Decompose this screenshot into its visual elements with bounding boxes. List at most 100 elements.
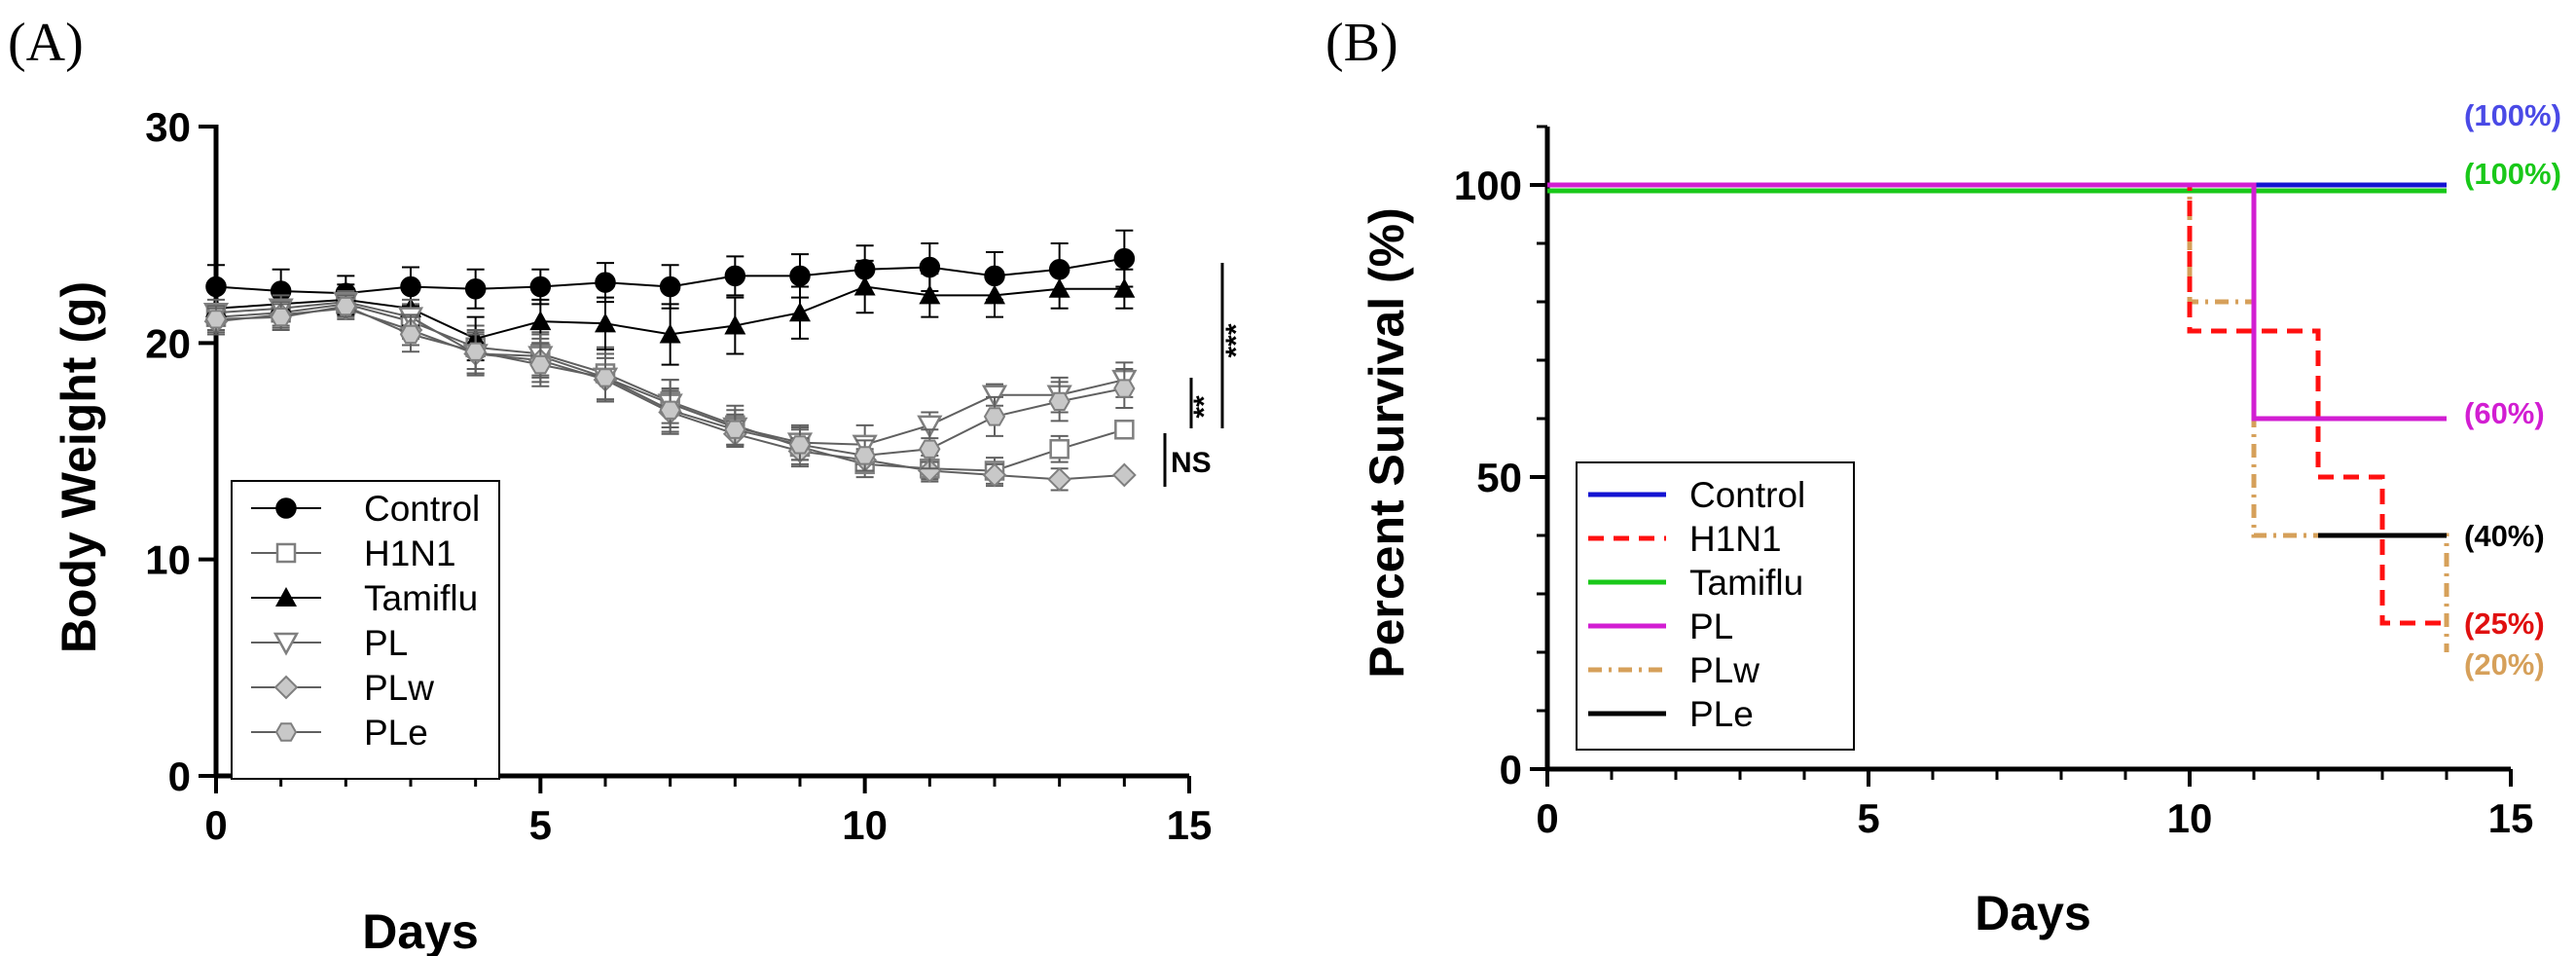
data-point xyxy=(204,310,228,329)
panel-a-label: (A) xyxy=(8,13,84,73)
panel-b-y-tick-label: 50 xyxy=(1476,455,1522,500)
data-point xyxy=(1114,420,1135,440)
data-point xyxy=(464,278,487,300)
data-point xyxy=(1049,439,1070,460)
panel-b-legend-box xyxy=(1576,461,1855,751)
data-point xyxy=(788,435,812,455)
data-point xyxy=(1048,391,1070,411)
end-label-pl: (60%) xyxy=(2464,396,2545,430)
panel-a: (A) 0 5 10 15 0 10 20 30 Body Weight (g) Days N… xyxy=(8,13,1252,956)
data-point xyxy=(659,323,681,344)
panel-a-y-tick-label: 20 xyxy=(145,320,191,366)
data-point xyxy=(594,368,617,387)
panel-b-x-tick-label: 15 xyxy=(2488,795,2534,841)
panel-b-series xyxy=(1547,182,2449,652)
panel-b-x-title: Days xyxy=(1975,886,2091,940)
panel-b-line-h1n1 xyxy=(1547,182,2447,626)
panel-a-y-tick-label: 0 xyxy=(168,754,191,799)
end-label-control: (100%) xyxy=(2464,98,2561,132)
legend-marker-control xyxy=(275,497,297,519)
legend-label-pl: PL xyxy=(364,623,408,663)
panel-a-significance: NS ** *** xyxy=(1163,263,1252,487)
data-point xyxy=(1113,247,1136,270)
data-point xyxy=(724,265,746,287)
panel-a-y-tick-label: 30 xyxy=(145,104,191,150)
legend-label-pl: PL xyxy=(1689,607,1733,646)
data-point xyxy=(399,324,422,345)
panel-a-legend-box xyxy=(231,480,500,780)
legend-label-tamiflu: Tamiflu xyxy=(364,578,478,618)
data-point xyxy=(335,296,357,316)
legend-marker-ple xyxy=(274,722,298,742)
end-label-tamiflu: (100%) xyxy=(2464,157,2561,191)
data-point xyxy=(1048,277,1070,298)
panel-b-x-tick-label: 10 xyxy=(2167,795,2213,841)
legend-marker-tamiflu xyxy=(275,587,297,607)
sig-label-ns: NS xyxy=(1171,447,1212,479)
data-point xyxy=(724,314,746,335)
panel-a-x-tick-label: 10 xyxy=(842,802,888,848)
panel-a-x-tick-label: 15 xyxy=(1167,802,1213,848)
panel-b-axes: 0 5 10 15 0 50 100 xyxy=(1454,125,2534,841)
panel-b-label: (B) xyxy=(1325,13,1398,73)
end-label-plw: (20%) xyxy=(2464,647,2545,681)
data-point xyxy=(464,342,487,361)
panel-a-series-ple xyxy=(204,294,1136,472)
legend-label-control: Control xyxy=(1689,475,1805,515)
panel-a-series xyxy=(202,229,1138,492)
legend-label-plw: PLw xyxy=(1689,650,1760,690)
data-point xyxy=(529,311,552,331)
sig-label-triple: *** xyxy=(1220,323,1252,357)
panel-b-line-pl xyxy=(1547,182,2447,422)
panel-b-y-tick-label: 100 xyxy=(1454,163,1522,208)
panel-b-y-tick-label: 0 xyxy=(1500,747,1522,792)
panel-a-x-title: Days xyxy=(362,904,479,956)
data-point xyxy=(659,400,681,420)
data-point xyxy=(595,272,616,293)
legend-marker-pl xyxy=(272,632,300,656)
panel-b-y-title: Percent Survival (%) xyxy=(1360,207,1414,679)
legend-label-tamiflu: Tamiflu xyxy=(1689,563,1803,603)
data-point xyxy=(981,385,1008,409)
panel-a-x-tick-label: 5 xyxy=(529,802,552,848)
data-point xyxy=(789,265,811,287)
data-point xyxy=(270,308,292,327)
legend-label-plw: PLw xyxy=(364,668,434,708)
legend-label-h1n1: H1N1 xyxy=(1689,519,1782,559)
data-point xyxy=(853,446,876,465)
end-label-ple: (40%) xyxy=(2464,519,2545,553)
data-point xyxy=(1047,466,1072,492)
data-point xyxy=(724,420,746,439)
data-point xyxy=(853,276,876,296)
data-point xyxy=(1111,462,1137,488)
data-point xyxy=(595,313,616,333)
data-point xyxy=(917,415,943,439)
data-point xyxy=(919,284,941,305)
data-point xyxy=(983,407,1006,426)
panel-b-end-labels: (100%) (25%) (100%) (60%) (20%) (40%) xyxy=(2464,98,2561,681)
panel-a-y-tick-label: 10 xyxy=(145,537,191,583)
data-point xyxy=(789,302,811,322)
data-point xyxy=(659,276,681,298)
panel-a-x-tick-label: 0 xyxy=(204,802,227,848)
data-point xyxy=(919,439,941,459)
data-point xyxy=(984,284,1005,305)
panel-b-x-tick-label: 0 xyxy=(1536,795,1558,841)
data-point xyxy=(529,276,552,298)
panel-b-x-tick-label: 5 xyxy=(1857,795,1879,841)
sig-label-double: ** xyxy=(1188,395,1220,419)
legend-label-ple: PLe xyxy=(1689,694,1754,734)
panel-a-y-title: Body Weight (g) xyxy=(52,281,106,653)
data-point xyxy=(1113,277,1136,298)
legend-marker-plw xyxy=(273,675,299,700)
data-point xyxy=(529,354,552,375)
data-point xyxy=(982,462,1007,488)
legend-label-control: Control xyxy=(364,489,480,529)
legend-label-h1n1: H1N1 xyxy=(364,533,456,573)
data-point xyxy=(1113,379,1136,398)
legend-label-ple: PLe xyxy=(364,713,428,753)
